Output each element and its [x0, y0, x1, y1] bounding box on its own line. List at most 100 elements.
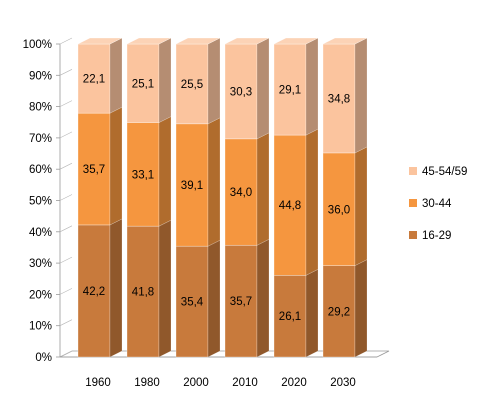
data-label: 36,0 — [328, 204, 350, 216]
y-tick-label: 50% — [29, 196, 52, 208]
x-tick-label: 2010 — [232, 377, 258, 389]
bar-front — [322, 43, 356, 154]
bar-side — [305, 128, 319, 276]
data-label: 25,1 — [132, 78, 154, 90]
legend-item: 45-54/59 — [409, 166, 467, 178]
bar-segment — [322, 37, 368, 154]
data-label: 22,1 — [83, 74, 105, 86]
legend-item: 30-44 — [409, 198, 452, 210]
bar-segment — [224, 238, 270, 358]
bar-segment — [273, 37, 319, 136]
bar-side — [109, 218, 123, 358]
bar-top — [175, 37, 221, 45]
bar-side — [256, 132, 270, 246]
legend-label: 16-29 — [422, 230, 451, 242]
y-tick-label: 30% — [29, 258, 52, 270]
x-tick-label: 1980 — [134, 377, 160, 389]
bar-top — [273, 37, 319, 45]
data-label: 30,3 — [230, 86, 252, 98]
data-label: 26,1 — [279, 311, 301, 323]
x-tick-label: 2030 — [330, 377, 356, 389]
bar-front — [224, 244, 258, 358]
y-tick-depth — [59, 69, 73, 76]
bar-front — [126, 43, 160, 123]
bar-side — [207, 117, 221, 247]
y-tick-depth — [59, 37, 73, 45]
data-label: 44,8 — [279, 200, 301, 212]
legend-swatch — [409, 199, 417, 207]
bar-top — [126, 37, 172, 45]
data-label: 39,1 — [181, 180, 203, 192]
data-label: 29,1 — [279, 85, 301, 97]
bar-side — [158, 37, 172, 123]
data-label: 34,0 — [230, 187, 252, 199]
legend: 45-54/59 30-44 16-29 — [409, 166, 467, 242]
data-label: 42,2 — [83, 286, 105, 298]
x-tick-label: 2020 — [281, 377, 307, 389]
bar-side — [109, 106, 123, 226]
y-tick-label: 10% — [29, 321, 52, 333]
y-tick-depth — [59, 288, 73, 295]
bar-side — [207, 37, 221, 125]
data-label: 41,8 — [132, 287, 154, 299]
bar-front — [322, 265, 356, 358]
y-tick-depth — [59, 131, 73, 139]
y-tick-depth — [59, 319, 73, 326]
bar-segment — [126, 37, 172, 123]
bar-side — [354, 37, 368, 154]
bar-side — [109, 37, 123, 114]
y-tick-depth — [59, 256, 73, 264]
bar-side — [158, 219, 172, 358]
bars — [77, 37, 368, 358]
y-tick-label: 90% — [29, 70, 52, 82]
legend-item: 16-29 — [409, 230, 451, 242]
bar-front — [322, 152, 356, 266]
data-label: 34,8 — [328, 93, 350, 105]
legend-swatch — [409, 167, 417, 175]
y-tick-depth — [59, 162, 73, 170]
data-label: 29,2 — [328, 306, 350, 318]
legend-label: 45-54/59 — [422, 166, 467, 178]
bar-segment — [322, 259, 368, 358]
y-tick-depth — [59, 100, 73, 107]
bar-side — [305, 37, 319, 136]
y-tick-label: 100% — [23, 39, 52, 51]
bar-front — [77, 224, 111, 358]
bar-side — [158, 116, 172, 227]
data-labels: 42,2 35,7 22,1 41,8 33,1 25,1 35,4 39,1 25,5 35,7… — [83, 74, 350, 324]
x-tick-label: 2000 — [183, 377, 209, 389]
y-tick-depth — [59, 225, 73, 233]
y-tick-label: 60% — [29, 164, 52, 176]
bar-front — [224, 138, 258, 246]
bar-segment — [224, 132, 270, 246]
data-label: 35,4 — [181, 297, 204, 309]
bar-front — [175, 43, 209, 125]
bar-segment — [273, 128, 319, 276]
y-tick-depth — [59, 350, 73, 358]
bar-side — [354, 146, 368, 267]
bar-segment — [77, 37, 123, 114]
bar-front — [175, 245, 209, 358]
bar-front — [175, 123, 209, 247]
y-tick-label: 70% — [29, 133, 52, 145]
data-label: 35,7 — [83, 164, 105, 176]
bar-segment — [175, 239, 221, 358]
bar-top — [77, 37, 123, 45]
bar-segment — [175, 117, 221, 247]
bar-segment — [273, 268, 319, 358]
bar-front — [126, 122, 160, 227]
y-tick-label: 0% — [35, 352, 52, 364]
bar-segment — [126, 219, 172, 358]
y-tick-label: 20% — [29, 289, 52, 301]
bar-segment — [175, 37, 221, 125]
bar-top — [224, 37, 270, 45]
bar-front — [126, 225, 160, 358]
bar-segment — [77, 106, 123, 226]
bar-side — [354, 259, 368, 358]
legend-swatch — [409, 231, 417, 239]
data-label: 33,1 — [132, 169, 154, 181]
y-tick-depth — [59, 194, 73, 201]
x-tick-label: 1960 — [85, 377, 111, 389]
y-tick-label: 80% — [29, 102, 52, 114]
